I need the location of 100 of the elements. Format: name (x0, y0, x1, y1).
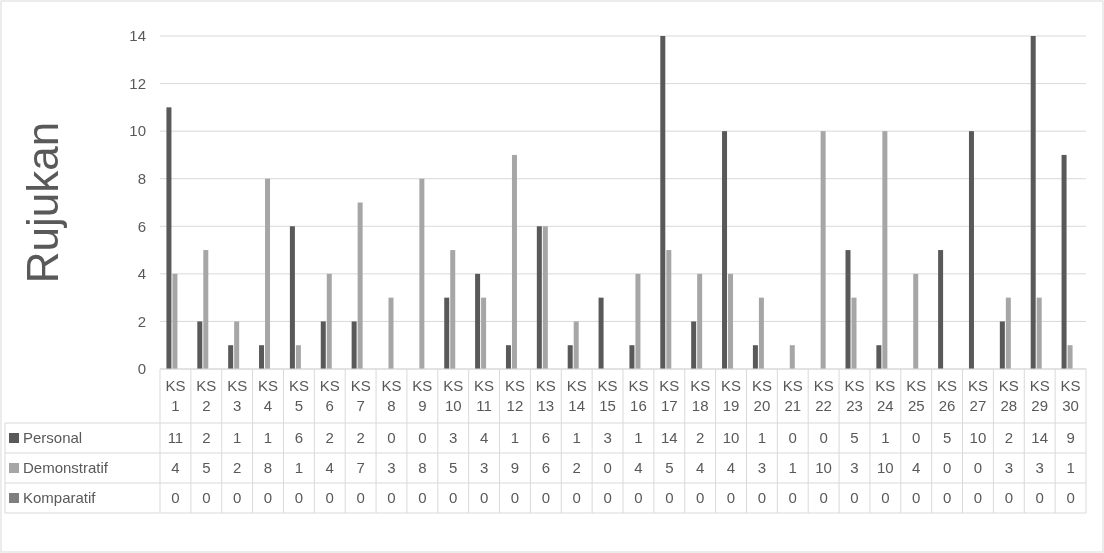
data-label: 0 (942, 489, 952, 507)
data-label: 6 (541, 429, 551, 447)
x-tick-label: KS 30 (1060, 377, 1081, 414)
y-tick-label: 8 (137, 169, 146, 187)
data-label: 14 (660, 429, 678, 447)
x-tick-label: KS 2 (196, 377, 217, 414)
bar (289, 226, 295, 369)
bar (573, 321, 579, 369)
data-label: 0 (881, 489, 890, 507)
data-label: 0 (171, 489, 180, 507)
x-tick-label: KS 16 (628, 377, 649, 414)
bar (505, 345, 511, 369)
bar (481, 297, 487, 369)
legend-label: Komparatif (23, 489, 97, 507)
bar (450, 250, 456, 369)
data-label: 5 (449, 459, 458, 477)
x-tick-label: KS 15 (597, 377, 618, 414)
x-tick-label: KS 12 (504, 377, 525, 414)
data-label: 0 (973, 459, 983, 477)
y-tick-label: 6 (137, 217, 146, 235)
data-label: 0 (479, 489, 489, 507)
data-label: 2 (695, 429, 705, 447)
bar (388, 297, 394, 369)
bar (234, 321, 240, 369)
data-label: 0 (757, 489, 767, 507)
bar (228, 345, 234, 369)
bar (444, 297, 450, 369)
bar (938, 250, 944, 369)
bar (913, 273, 919, 369)
data-label: 2 (232, 459, 242, 477)
data-label: 0 (665, 489, 674, 507)
x-tick-label: KS 24 (875, 377, 896, 414)
x-tick-label: KS 17 (659, 377, 680, 414)
data-label: 4 (325, 459, 334, 477)
data-label: 0 (726, 489, 736, 507)
data-label: 5 (202, 459, 211, 477)
data-label: 4 (695, 459, 705, 477)
bar (728, 273, 734, 369)
data-label: 3 (479, 459, 489, 477)
bar (697, 273, 703, 369)
y-axis-title: Rujukan (18, 121, 67, 284)
bar (536, 226, 542, 369)
data-label: 4 (479, 429, 489, 447)
data-label: 0 (695, 489, 705, 507)
data-label: 5 (850, 429, 859, 447)
data-label: 1 (294, 459, 304, 477)
bar (752, 345, 758, 369)
data-label: 0 (912, 489, 921, 507)
bar (968, 131, 974, 369)
bar (567, 345, 573, 369)
data-label: 0 (325, 489, 334, 507)
x-tick-label: KS 9 (412, 377, 433, 414)
x-tick-label: KS 6 (319, 377, 340, 414)
data-label: 10 (969, 429, 987, 447)
data-label: 0 (912, 429, 921, 447)
x-tick-label: KS 1 (165, 377, 186, 414)
x-tick-label: KS 28 (998, 377, 1019, 414)
data-label: 0 (788, 429, 797, 447)
data-label: 0 (202, 489, 211, 507)
data-label: 3 (757, 459, 767, 477)
data-label: 0 (1035, 489, 1044, 507)
data-label: 4 (634, 459, 643, 477)
bar (691, 321, 697, 369)
x-tick-label: KS 25 (906, 377, 927, 414)
data-label: 2 (572, 459, 581, 477)
data-label: 0 (1066, 489, 1075, 507)
bar (722, 131, 728, 369)
bar (326, 273, 332, 369)
x-tick-label: KS 20 (751, 377, 772, 414)
data-label: 0 (387, 489, 396, 507)
bar (320, 321, 326, 369)
y-tick-label: 2 (137, 312, 146, 330)
bar (1005, 297, 1011, 369)
bar (475, 273, 481, 369)
data-label: 7 (356, 459, 365, 477)
x-tick-label: KS 23 (844, 377, 865, 414)
x-tick-label: KS 29 (1029, 377, 1050, 414)
bar (295, 345, 301, 369)
y-tick-label: 4 (137, 265, 146, 283)
data-label: 4 (726, 459, 736, 477)
data-label: 0 (449, 489, 458, 507)
data-label: 3 (1035, 459, 1044, 477)
data-label: 5 (665, 459, 674, 477)
data-label: 1 (1066, 459, 1075, 477)
bar (1061, 154, 1067, 369)
bar (629, 345, 635, 369)
x-tick-label: KS 27 (967, 377, 988, 414)
data-label: 3 (850, 459, 859, 477)
data-label: 0 (603, 459, 612, 477)
bar (172, 273, 178, 369)
data-label: 0 (356, 489, 365, 507)
data-label: 5 (942, 429, 952, 447)
bar (197, 321, 203, 369)
data-label: 2 (202, 429, 211, 447)
data-label: 0 (973, 489, 983, 507)
data-label: 0 (232, 489, 242, 507)
bar (1067, 345, 1073, 369)
data-label: 6 (294, 429, 304, 447)
bar (666, 250, 672, 369)
data-label: 3 (1004, 459, 1014, 477)
